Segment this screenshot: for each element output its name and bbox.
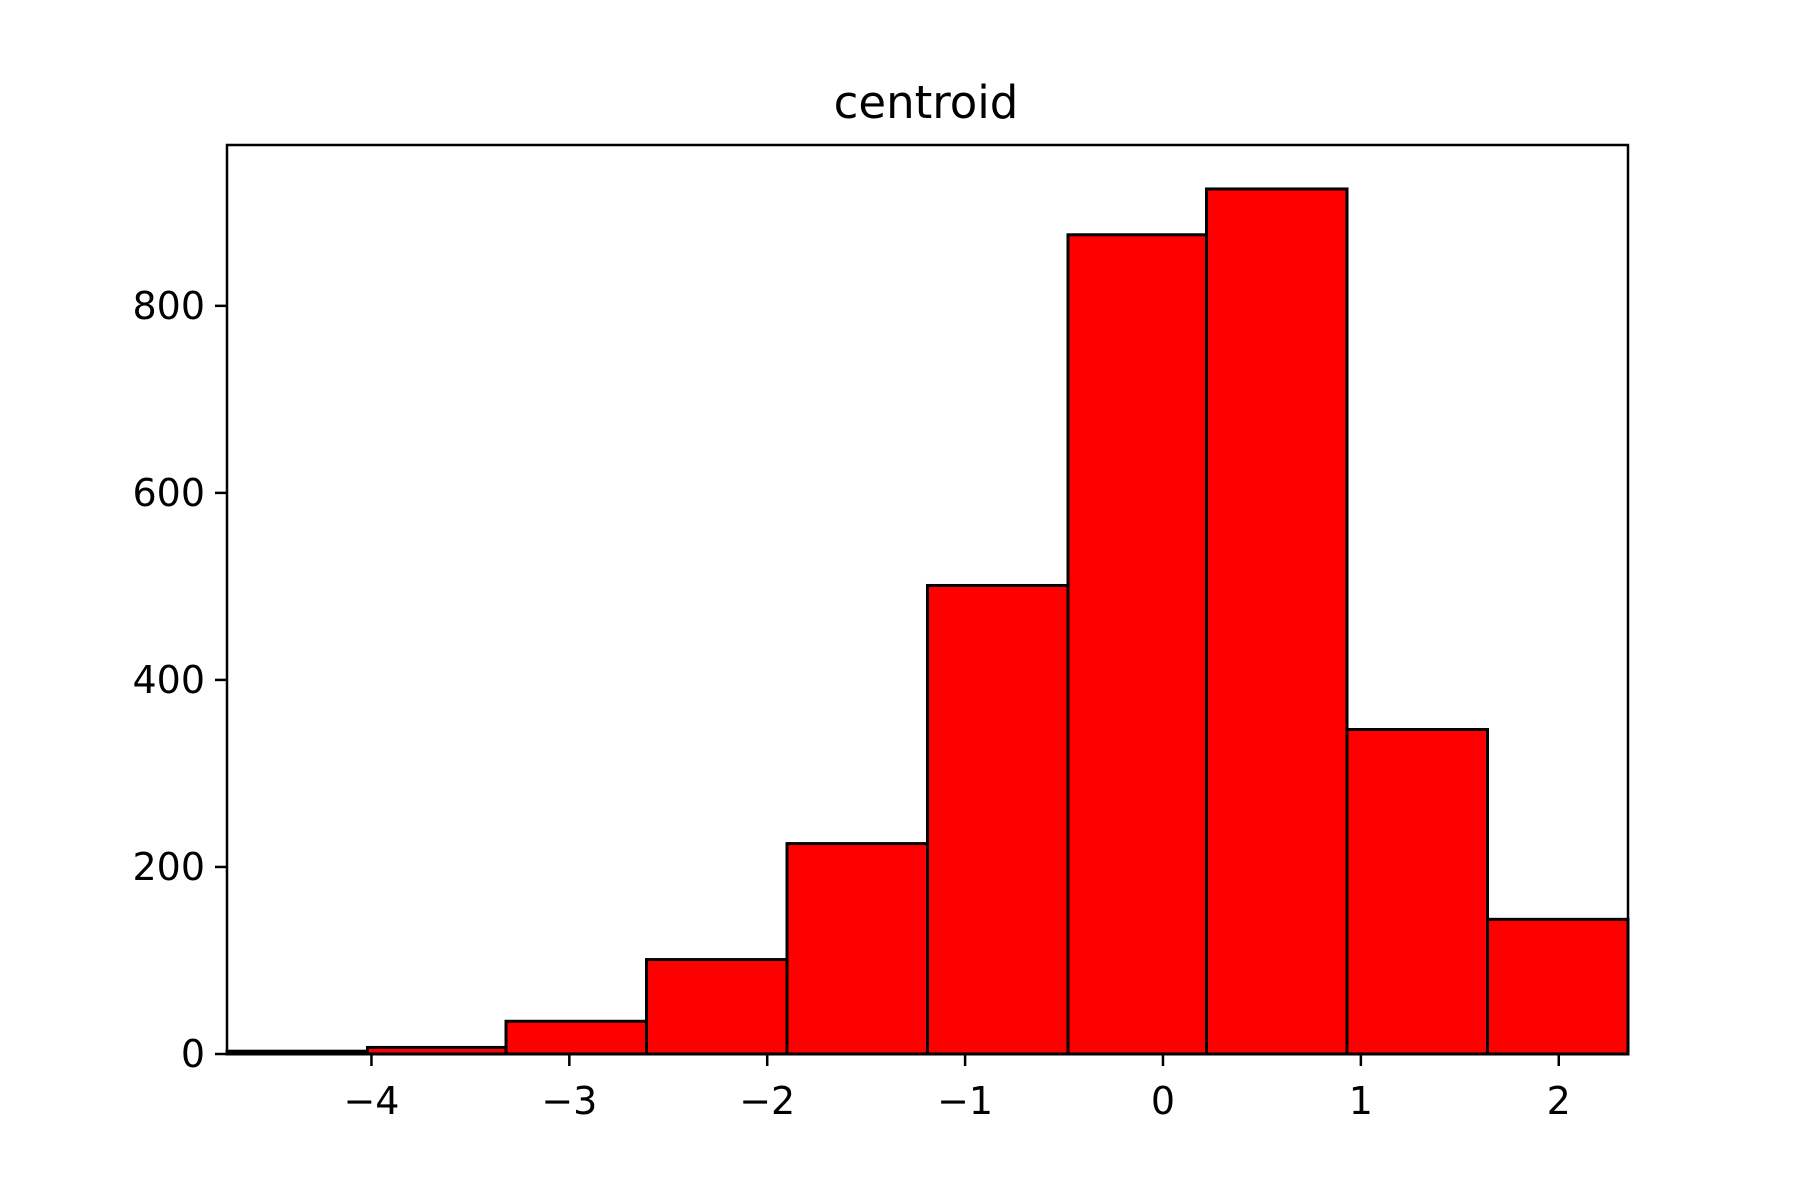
x-tick-label: −1 xyxy=(937,1079,993,1123)
y-tick-label: 600 xyxy=(132,471,205,515)
histogram-bar-2 xyxy=(504,1019,649,1056)
x-tick-label: −4 xyxy=(343,1079,399,1123)
chart-title: centroid xyxy=(834,76,1019,129)
y-tick-label: 0 xyxy=(181,1032,205,1076)
y-axis-ticks: 0 200 400 600 800 xyxy=(132,284,227,1076)
histogram-bar-3 xyxy=(645,958,789,1056)
x-tick-label: 1 xyxy=(1349,1079,1373,1123)
histogram-bar-5 xyxy=(926,583,1070,1056)
histogram-bar-8 xyxy=(1345,727,1490,1056)
y-tick-label: 200 xyxy=(132,845,205,889)
x-tick-label: 2 xyxy=(1547,1079,1571,1123)
x-tick-label: −2 xyxy=(739,1079,795,1123)
x-tick-label: 0 xyxy=(1151,1079,1175,1123)
y-tick-label: 400 xyxy=(132,658,205,702)
y-tick-label: 800 xyxy=(132,284,205,328)
histogram-bar-9 xyxy=(1486,917,1630,1056)
histogram-bar-7 xyxy=(1205,187,1349,1056)
histogram-bar-6 xyxy=(1066,233,1209,1056)
axes-layer xyxy=(225,143,1630,1056)
histogram-bar-4 xyxy=(785,842,929,1056)
x-axis-ticks: −4 −3 −2 −1 0 1 2 xyxy=(343,1054,1571,1123)
plot-frame xyxy=(225,143,1630,1056)
bars-layer xyxy=(225,187,1630,1056)
x-tick-label: −3 xyxy=(541,1079,597,1123)
